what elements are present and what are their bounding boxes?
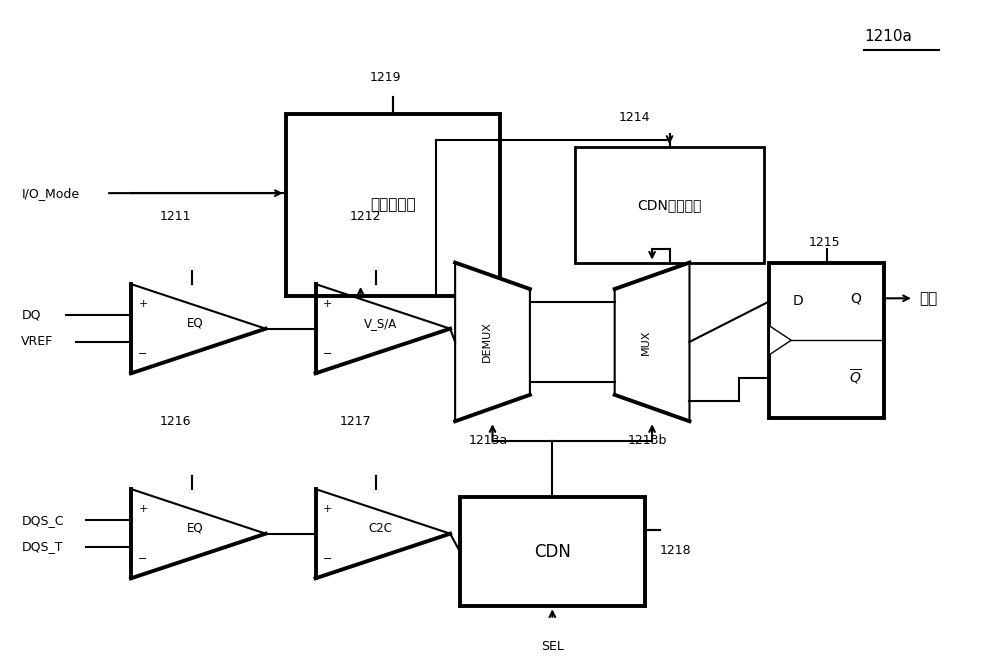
Bar [769, 262, 884, 418]
Text: +: + [138, 504, 148, 514]
Text: 1211: 1211 [160, 210, 192, 223]
Bar [286, 114, 500, 295]
Text: SEL: SEL [541, 639, 564, 653]
Text: 路径控制器: 路径控制器 [370, 197, 416, 212]
Text: +: + [323, 504, 332, 514]
Text: EQ: EQ [187, 317, 204, 330]
Text: EQ: EQ [187, 522, 204, 535]
Text: V_S/A: V_S/A [364, 317, 397, 330]
Text: 1219: 1219 [370, 71, 401, 84]
Text: 1213a: 1213a [468, 434, 508, 448]
Text: 1217: 1217 [340, 415, 371, 428]
Text: Q: Q [850, 291, 861, 305]
Polygon shape [615, 262, 689, 421]
Text: DQS_T: DQS_T [21, 540, 63, 553]
Text: CDN延迟单元: CDN延迟单元 [637, 198, 702, 212]
Text: C2C: C2C [368, 522, 392, 535]
Text: +: + [138, 299, 148, 309]
Text: 1213b: 1213b [628, 434, 667, 448]
Polygon shape [769, 326, 791, 355]
Bar [460, 497, 645, 606]
Text: 1215: 1215 [808, 236, 840, 250]
Text: 1216: 1216 [160, 415, 192, 428]
Bar [575, 147, 764, 262]
Text: DQ: DQ [21, 309, 41, 322]
Text: −: − [138, 349, 148, 359]
Text: −: − [323, 349, 332, 359]
Text: I/O_Mode: I/O_Mode [21, 187, 79, 200]
Text: −: − [323, 554, 332, 564]
Text: D: D [793, 294, 803, 308]
Text: +: + [323, 299, 332, 309]
Text: MUX: MUX [641, 329, 651, 355]
Text: DQS_C: DQS_C [21, 514, 64, 527]
Text: 1218: 1218 [660, 544, 691, 556]
Text: 1214: 1214 [619, 111, 650, 124]
Text: 1212: 1212 [350, 210, 381, 223]
Text: −: − [138, 554, 148, 564]
Text: CDN: CDN [534, 543, 571, 561]
Text: 数据: 数据 [919, 291, 937, 306]
Text: $\overline{Q}$: $\overline{Q}$ [849, 368, 862, 387]
Polygon shape [455, 262, 530, 421]
Text: 1210a: 1210a [864, 29, 912, 44]
Text: DEMUX: DEMUX [482, 321, 492, 363]
Text: VREF: VREF [21, 335, 54, 349]
